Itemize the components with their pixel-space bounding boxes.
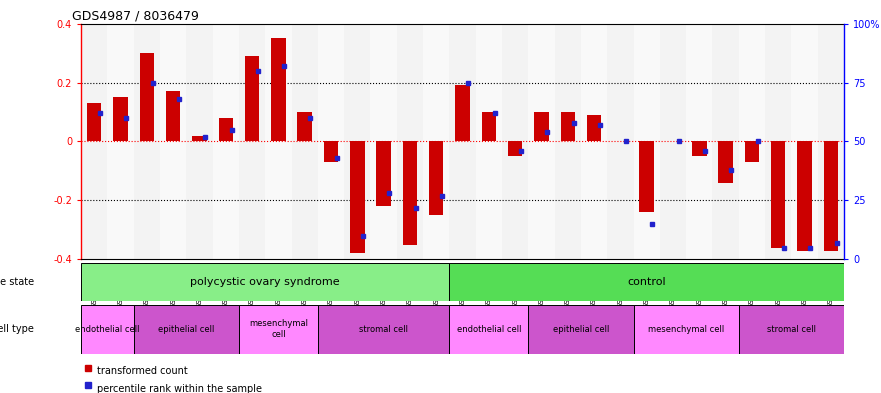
Text: percentile rank within the sample: percentile rank within the sample	[97, 384, 262, 393]
Text: polycystic ovary syndrome: polycystic ovary syndrome	[190, 277, 340, 287]
Bar	[139, 53, 154, 141]
Text: cell type: cell type	[0, 324, 33, 334]
Text: stromal cell: stromal cell	[766, 325, 816, 334]
Text: mesenchymal
cell: mesenchymal cell	[248, 320, 307, 339]
Bar	[81, 263, 449, 301]
Text: stromal cell: stromal cell	[359, 325, 408, 334]
Bar	[166, 91, 181, 141]
Bar	[192, 136, 207, 141]
Text: endothelial cell: endothelial cell	[75, 325, 139, 334]
Bar	[403, 141, 417, 244]
Bar	[818, 24, 844, 259]
Bar	[581, 24, 607, 259]
Bar	[87, 103, 101, 141]
Bar	[239, 24, 265, 259]
Text: GDS4987 / 8036479: GDS4987 / 8036479	[72, 10, 199, 23]
Bar	[134, 305, 239, 354]
Bar	[265, 24, 292, 259]
Bar	[134, 24, 160, 259]
Bar	[344, 24, 370, 259]
Bar	[423, 24, 449, 259]
Bar	[476, 24, 502, 259]
Bar	[318, 305, 449, 354]
Bar	[529, 24, 555, 259]
Text: transformed count: transformed count	[97, 366, 188, 376]
Bar	[160, 24, 186, 259]
Bar	[292, 24, 318, 259]
Bar	[396, 24, 423, 259]
Bar	[660, 24, 686, 259]
Bar	[692, 141, 707, 156]
Text: endothelial cell: endothelial cell	[456, 325, 521, 334]
Bar	[529, 305, 633, 354]
Bar	[449, 24, 476, 259]
Bar	[455, 86, 470, 141]
Bar	[508, 141, 522, 156]
Bar	[640, 141, 654, 212]
Bar	[739, 305, 844, 354]
Bar	[587, 115, 602, 141]
Bar	[376, 141, 391, 206]
Bar	[449, 305, 529, 354]
Bar	[555, 24, 581, 259]
Bar	[298, 112, 312, 141]
Bar	[560, 112, 575, 141]
Bar	[713, 24, 739, 259]
Bar	[718, 141, 733, 183]
Bar	[502, 24, 529, 259]
Bar	[271, 39, 285, 141]
Bar	[739, 24, 765, 259]
Bar	[633, 305, 739, 354]
Text: epithelial cell: epithelial cell	[158, 325, 214, 334]
Bar	[107, 24, 134, 259]
Bar	[350, 141, 365, 253]
Text: disease state: disease state	[0, 277, 33, 287]
Bar	[218, 118, 233, 141]
Bar	[744, 141, 759, 162]
Bar	[318, 24, 344, 259]
Bar	[429, 141, 443, 215]
Bar	[323, 141, 338, 162]
Bar	[797, 141, 811, 251]
Bar	[114, 97, 128, 141]
Bar	[482, 112, 496, 141]
Text: control: control	[627, 277, 666, 287]
Bar	[186, 24, 212, 259]
Bar	[765, 24, 791, 259]
Bar	[771, 141, 786, 248]
Bar	[686, 24, 713, 259]
Text: epithelial cell: epithelial cell	[552, 325, 609, 334]
Bar	[245, 56, 259, 141]
Bar	[449, 263, 844, 301]
Bar	[370, 24, 396, 259]
Bar	[239, 305, 318, 354]
Bar	[607, 24, 633, 259]
Bar	[81, 24, 107, 259]
Text: mesenchymal cell: mesenchymal cell	[648, 325, 724, 334]
Bar	[212, 24, 239, 259]
Bar	[633, 24, 660, 259]
Bar	[791, 24, 818, 259]
Bar	[534, 112, 549, 141]
Bar	[81, 305, 134, 354]
Bar	[824, 141, 838, 251]
